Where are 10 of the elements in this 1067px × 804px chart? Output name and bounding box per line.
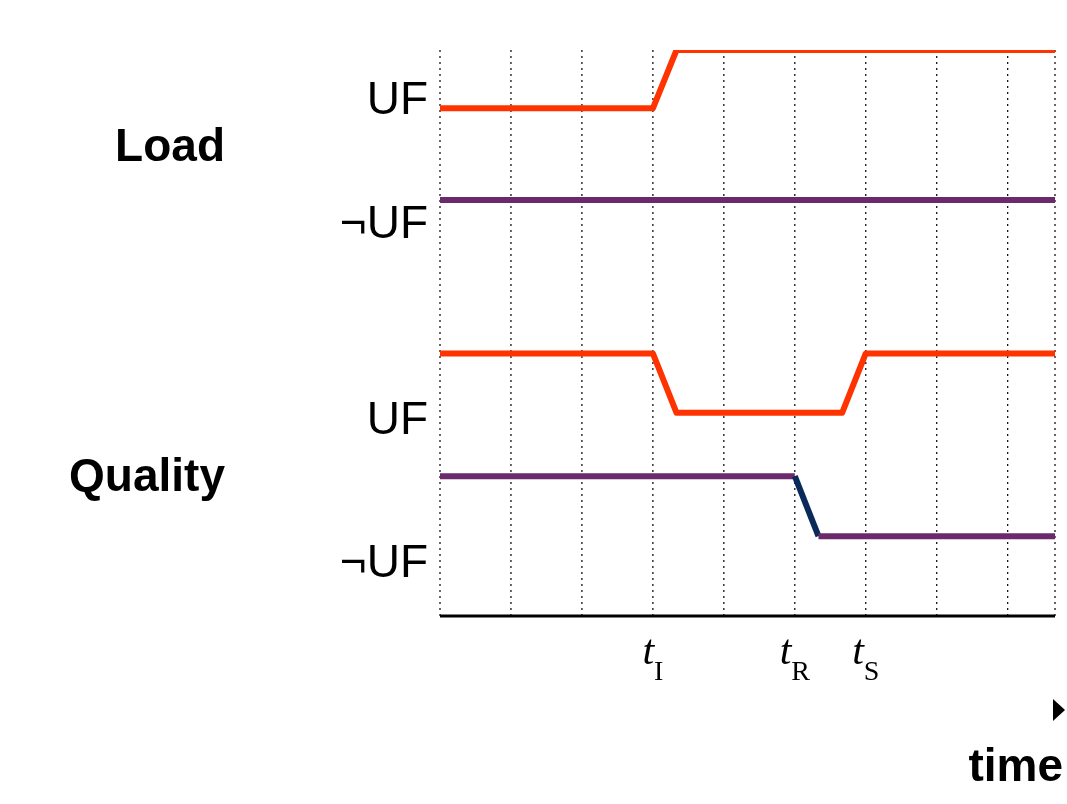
text: Load bbox=[115, 117, 225, 172]
series-label: ¬UF bbox=[339, 194, 428, 249]
x-tick-label: t$_{R}$ bbox=[779, 627, 811, 686]
series-label: UF bbox=[366, 71, 428, 125]
x-tick-label: t$_{S}$ bbox=[852, 627, 880, 686]
x-tick-label: t$_{I}$ bbox=[642, 627, 664, 686]
x-axis-title: time bbox=[968, 739, 1063, 791]
text: Quality bbox=[69, 447, 225, 502]
series-label: ¬UF bbox=[339, 534, 428, 589]
series-label: UF bbox=[366, 391, 428, 446]
